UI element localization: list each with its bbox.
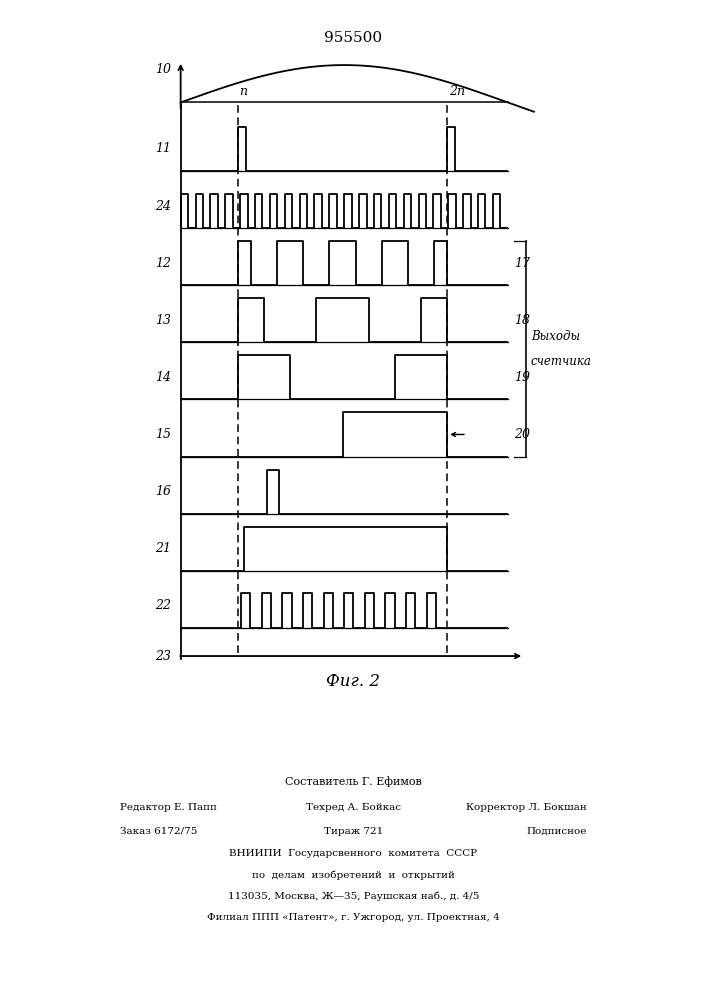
Text: Подписное: Подписное [527,826,587,836]
Text: Тираж 721: Тираж 721 [324,826,383,836]
Text: 20: 20 [514,428,530,441]
Text: счетчика: счетчика [531,355,592,368]
Text: п: п [240,85,247,98]
Text: Составитель Г. Ефимов: Составитель Г. Ефимов [285,777,422,787]
Text: 955500: 955500 [325,31,382,45]
Text: 18: 18 [514,314,530,327]
Text: 13: 13 [155,314,171,327]
Text: 10: 10 [155,63,171,76]
Text: 19: 19 [514,371,530,384]
Text: Корректор Л. Бокшан: Корректор Л. Бокшан [466,804,587,812]
Text: Техред А. Бойкас: Техред А. Бойкас [306,804,401,812]
Text: 23: 23 [155,650,171,663]
Text: Выходы: Выходы [531,330,580,343]
Text: 12: 12 [155,257,171,270]
Text: Фиг. 2: Фиг. 2 [327,674,380,690]
Text: 113035, Москва, Ж—35, Раушская наб., д. 4/5: 113035, Москва, Ж—35, Раушская наб., д. … [228,891,479,901]
Text: Редактор Е. Папп: Редактор Е. Папп [120,804,217,812]
Text: 11: 11 [155,142,171,155]
Text: 17: 17 [514,257,530,270]
Text: 2п: 2п [449,85,465,98]
Text: ВНИИПИ  Государсвенного  комитета  СССР: ВНИИПИ Государсвенного комитета СССР [230,849,477,858]
Text: 24: 24 [155,200,171,213]
Text: Филиал ППП «Патент», г. Ужгород, ул. Проектная, 4: Филиал ППП «Патент», г. Ужгород, ул. Про… [207,912,500,922]
Text: 21: 21 [155,542,171,555]
Text: 16: 16 [155,485,171,498]
Text: 22: 22 [155,599,171,612]
Text: 14: 14 [155,371,171,384]
Text: по  делам  изобретений  и  открытий: по делам изобретений и открытий [252,870,455,880]
Text: Заказ 6172/75: Заказ 6172/75 [120,826,197,836]
Text: 15: 15 [155,428,171,441]
